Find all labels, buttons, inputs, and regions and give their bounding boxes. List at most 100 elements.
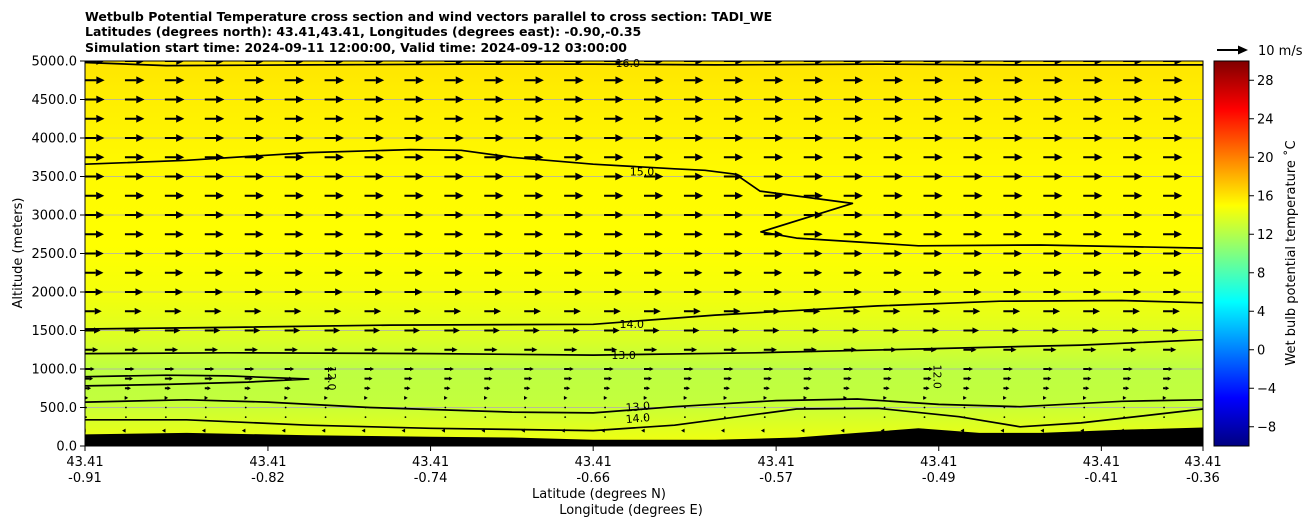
wind-vector-head: [608, 376, 613, 381]
wind-vector: [803, 134, 824, 142]
wind-vector-head: [1094, 76, 1103, 85]
wind-vector: [763, 288, 783, 296]
wind-vector: [644, 76, 664, 85]
wind-vector-head: [760, 428, 765, 433]
wind-vector-head: [575, 191, 584, 200]
wind-vector-head: [814, 230, 823, 239]
wind-vector: [404, 211, 424, 219]
wind-vector: [723, 191, 744, 200]
wind-vector-head: [96, 211, 105, 219]
contour-label: 14.0: [620, 318, 645, 331]
wind-vector-head: [614, 288, 623, 296]
wind-vector: [284, 134, 305, 142]
wind-vector: [204, 307, 222, 315]
wind-vector: [204, 172, 225, 181]
wind-vector: [803, 95, 824, 104]
wind-vector-head: [1172, 327, 1179, 334]
wind-vector-head: [1134, 191, 1143, 200]
wind-vector: [564, 172, 584, 181]
wind-vector: [1043, 191, 1063, 200]
wind-vector: [404, 76, 425, 85]
wind-vector-head: [136, 153, 145, 162]
wind-vector-head: [695, 153, 704, 162]
wind-vector: [284, 114, 305, 123]
wind-vector: [124, 386, 132, 391]
wind-vector-head: [566, 386, 571, 391]
wind-vector: [484, 327, 500, 334]
wind-vector-head: [848, 376, 852, 381]
wind-vector: [444, 153, 464, 162]
wind-vector: [444, 288, 463, 296]
wind-vector-head: [415, 288, 423, 296]
wind-vector-head: [933, 307, 941, 315]
y-tick-label: 1500.0: [32, 324, 78, 339]
wind-vector-head: [894, 134, 904, 142]
wind-vector-head: [247, 386, 251, 391]
wind-vector: [404, 376, 413, 381]
wind-vector-head: [1011, 347, 1017, 353]
wind-vector: [564, 269, 583, 277]
wind-vector: [284, 269, 304, 277]
wind-vector-head: [455, 191, 464, 200]
wind-vector: [124, 307, 142, 315]
wind-vector-head: [854, 211, 863, 219]
wind-vector-head: [695, 76, 704, 85]
wind-vector-head: [1134, 134, 1143, 142]
wind-vector-head: [201, 428, 206, 433]
wind-vector: [564, 134, 584, 142]
wind-vector: [324, 76, 345, 85]
wind-vector: [644, 211, 664, 219]
wind-vector-head: [528, 376, 533, 381]
wind-vector-head: [135, 249, 144, 258]
wind-vector: [1083, 347, 1097, 353]
wind-vector-head: [695, 114, 704, 123]
chart-title-line-3: Simulation start time: 2024-09-11 12:00:…: [85, 40, 627, 55]
wind-vector-head: [1134, 230, 1143, 239]
wind-vector-head: [735, 134, 744, 142]
wind-vector: [364, 347, 378, 353]
wind-vector-head: [455, 230, 464, 239]
wind-vector: [803, 376, 812, 381]
wind-vector: [244, 327, 261, 334]
colorbar-tick-label: 28: [1257, 74, 1274, 89]
wind-vector: [524, 76, 544, 85]
wind-vector-head: [281, 428, 286, 433]
wind-vector: [1083, 95, 1103, 104]
wind-vector-head: [367, 386, 371, 391]
wind-vector-head: [695, 191, 704, 200]
wind-vector-head: [175, 269, 184, 277]
wind-vector: [124, 347, 139, 353]
wind-vector: [684, 416, 686, 419]
wind-vector-head: [771, 347, 777, 353]
wind-vector: [524, 114, 544, 123]
wind-vector-head: [176, 191, 185, 200]
wind-vector-head: [1045, 386, 1050, 391]
wind-vector: [1163, 347, 1177, 353]
wind-vector-head: [455, 134, 464, 142]
wind-vector-head: [1014, 191, 1023, 200]
wind-vector-head: [814, 153, 824, 162]
wind-vector-head: [894, 61, 904, 65]
wind-vector: [683, 134, 704, 142]
wind-vector: [284, 249, 304, 258]
wind-vector-head: [415, 249, 424, 258]
wind-vector-head: [655, 172, 664, 181]
y-axis-label: Altitude (meters): [11, 198, 26, 309]
wind-vectors: [85, 61, 1183, 433]
wind-vector-head: [653, 327, 660, 334]
wind-vector-head: [1053, 288, 1062, 296]
wind-vector: [720, 428, 725, 433]
wind-vector-head: [934, 249, 943, 258]
wind-vector: [683, 395, 688, 400]
wind-vector: [1123, 191, 1143, 200]
colorbar-tick-label: 20: [1257, 151, 1274, 166]
wind-vector: [164, 386, 171, 391]
wind-vector-head: [766, 386, 770, 391]
wind-vector: [524, 134, 544, 142]
wind-vector-head: [1173, 269, 1182, 277]
wind-vector: [963, 230, 983, 239]
wind-vector: [361, 428, 366, 433]
wind-vector: [1000, 428, 1004, 433]
wind-vector-head: [1134, 76, 1143, 85]
wind-vector-head: [375, 191, 384, 200]
